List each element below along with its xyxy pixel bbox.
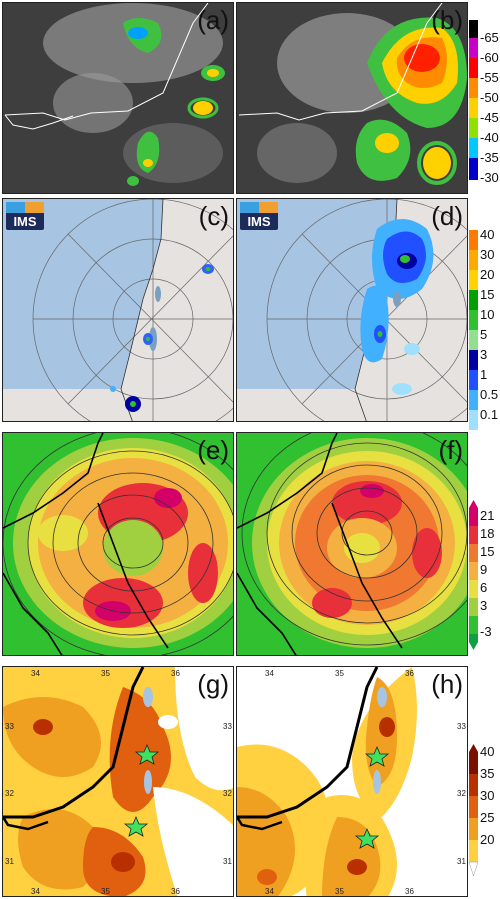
colorbar-tick: 30 (480, 788, 495, 803)
colorbar-tick: -50 (480, 90, 499, 105)
lat-label: 32 (5, 789, 14, 798)
colorbar-tick: 6 (480, 580, 488, 595)
colorbar-tick: -45 (480, 110, 499, 125)
colorbar-tick: -30 (480, 170, 499, 185)
colorbar-tick: 15 (480, 287, 495, 302)
colorbar-satellite (469, 12, 478, 180)
colorbar-tick: -40 (480, 130, 499, 145)
model-map-e (3, 433, 233, 655)
lat-label: 33 (5, 722, 14, 731)
colorbar-radar (469, 230, 478, 430)
panel-label-f: (f) (438, 435, 463, 465)
model-map-f (237, 433, 467, 655)
model-map-h (237, 667, 467, 896)
radar-map-d (237, 199, 467, 421)
lon-label: 36 (171, 669, 180, 678)
ims-logo-waves (240, 202, 278, 213)
lon-label: 36 (171, 887, 180, 896)
ims-logo: IMS (240, 202, 278, 230)
panel-a-satellite: (a) (2, 2, 234, 194)
panel-label-h: (h) (431, 669, 463, 699)
colorbar-tick: 40 (480, 744, 495, 759)
colorbar-tick: 1 (480, 367, 488, 382)
panel-e-model: (e) (2, 432, 234, 656)
panel-label-c: (c) (198, 201, 229, 231)
lon-label: 35 (101, 887, 110, 896)
ims-logo-text: IMS (13, 214, 37, 229)
model-map-g (3, 667, 233, 896)
colorbar-tick: 0.5 (480, 387, 499, 402)
colorbar-tick: 9 (480, 562, 488, 577)
lat-label: 33 (457, 722, 466, 731)
lon-label: 35 (335, 669, 344, 678)
colorbar-tick: 10 (480, 307, 495, 322)
colorbar-tick: 20 (480, 832, 495, 847)
colorbar-tick: -65 (480, 30, 499, 45)
panel-label-b: (b) (431, 5, 463, 35)
colorbar-model-gh-gradient (468, 744, 479, 877)
lat-label: 33 (223, 722, 232, 731)
lat-label: 32 (457, 789, 466, 798)
colorbar-tick: 30 (480, 247, 495, 262)
panel-label-d: (d) (431, 201, 463, 231)
colorbar-satellite-gradient (469, 12, 478, 180)
panel-f-model: (f) (236, 432, 468, 656)
panel-label-a: (a) (197, 5, 229, 35)
colorbar-tick: 0.1 (480, 407, 499, 422)
colorbar-tick: 3 (480, 347, 488, 362)
panel-label-e: (e) (197, 435, 229, 465)
lon-label: 36 (405, 887, 414, 896)
colorbar-radar-gradient (469, 230, 478, 430)
ims-logo-text: IMS (247, 214, 271, 229)
colorbar-tick: 40 (480, 227, 495, 242)
colorbar-tick: -35 (480, 150, 499, 165)
colorbar-tick: 3 (480, 598, 488, 613)
lon-label: 36 (405, 669, 414, 678)
panel-g-model: 34 35 36 34 35 36 33 32 31 33 32 31 (g) (2, 666, 234, 897)
lon-label: 34 (265, 887, 274, 896)
ims-logo-waves (6, 202, 44, 213)
colorbar-tick: 15 (480, 544, 495, 559)
lon-label: 35 (335, 887, 344, 896)
colorbar-tick: -60 (480, 50, 499, 65)
lat-label: 31 (5, 857, 14, 866)
colorbar-tick: -3 (480, 624, 492, 639)
lon-label: 34 (31, 669, 40, 678)
panel-c-radar: IMS (c) (2, 198, 234, 422)
colorbar-tick: 21 (480, 508, 495, 523)
colorbar-tick: 5 (480, 327, 488, 342)
colorbar-model-ef-gradient (469, 500, 478, 650)
panel-label-g: (g) (197, 669, 229, 699)
ims-logo: IMS (6, 202, 44, 230)
colorbar-tick: 20 (480, 267, 495, 282)
satellite-image-b (237, 3, 467, 193)
lat-label: 32 (223, 789, 232, 798)
lon-label: 35 (101, 669, 110, 678)
colorbar-tick: 25 (480, 810, 495, 825)
satellite-image-a (3, 3, 233, 193)
colorbar-model-gh (468, 744, 479, 877)
lon-label: 34 (265, 669, 274, 678)
lat-label: 31 (457, 857, 466, 866)
colorbar-tick: 18 (480, 526, 495, 541)
radar-map-c (3, 199, 233, 421)
colorbar-tick: -55 (480, 70, 499, 85)
lon-label: 34 (31, 887, 40, 896)
lat-label: 31 (223, 857, 232, 866)
panel-d-radar: IMS (d) (236, 198, 468, 422)
panel-b-satellite: (b) (236, 2, 468, 194)
panel-h-model: 34 35 36 34 35 36 33 32 31 (h) (236, 666, 468, 897)
colorbar-tick: 35 (480, 766, 495, 781)
colorbar-model-ef (469, 500, 478, 650)
